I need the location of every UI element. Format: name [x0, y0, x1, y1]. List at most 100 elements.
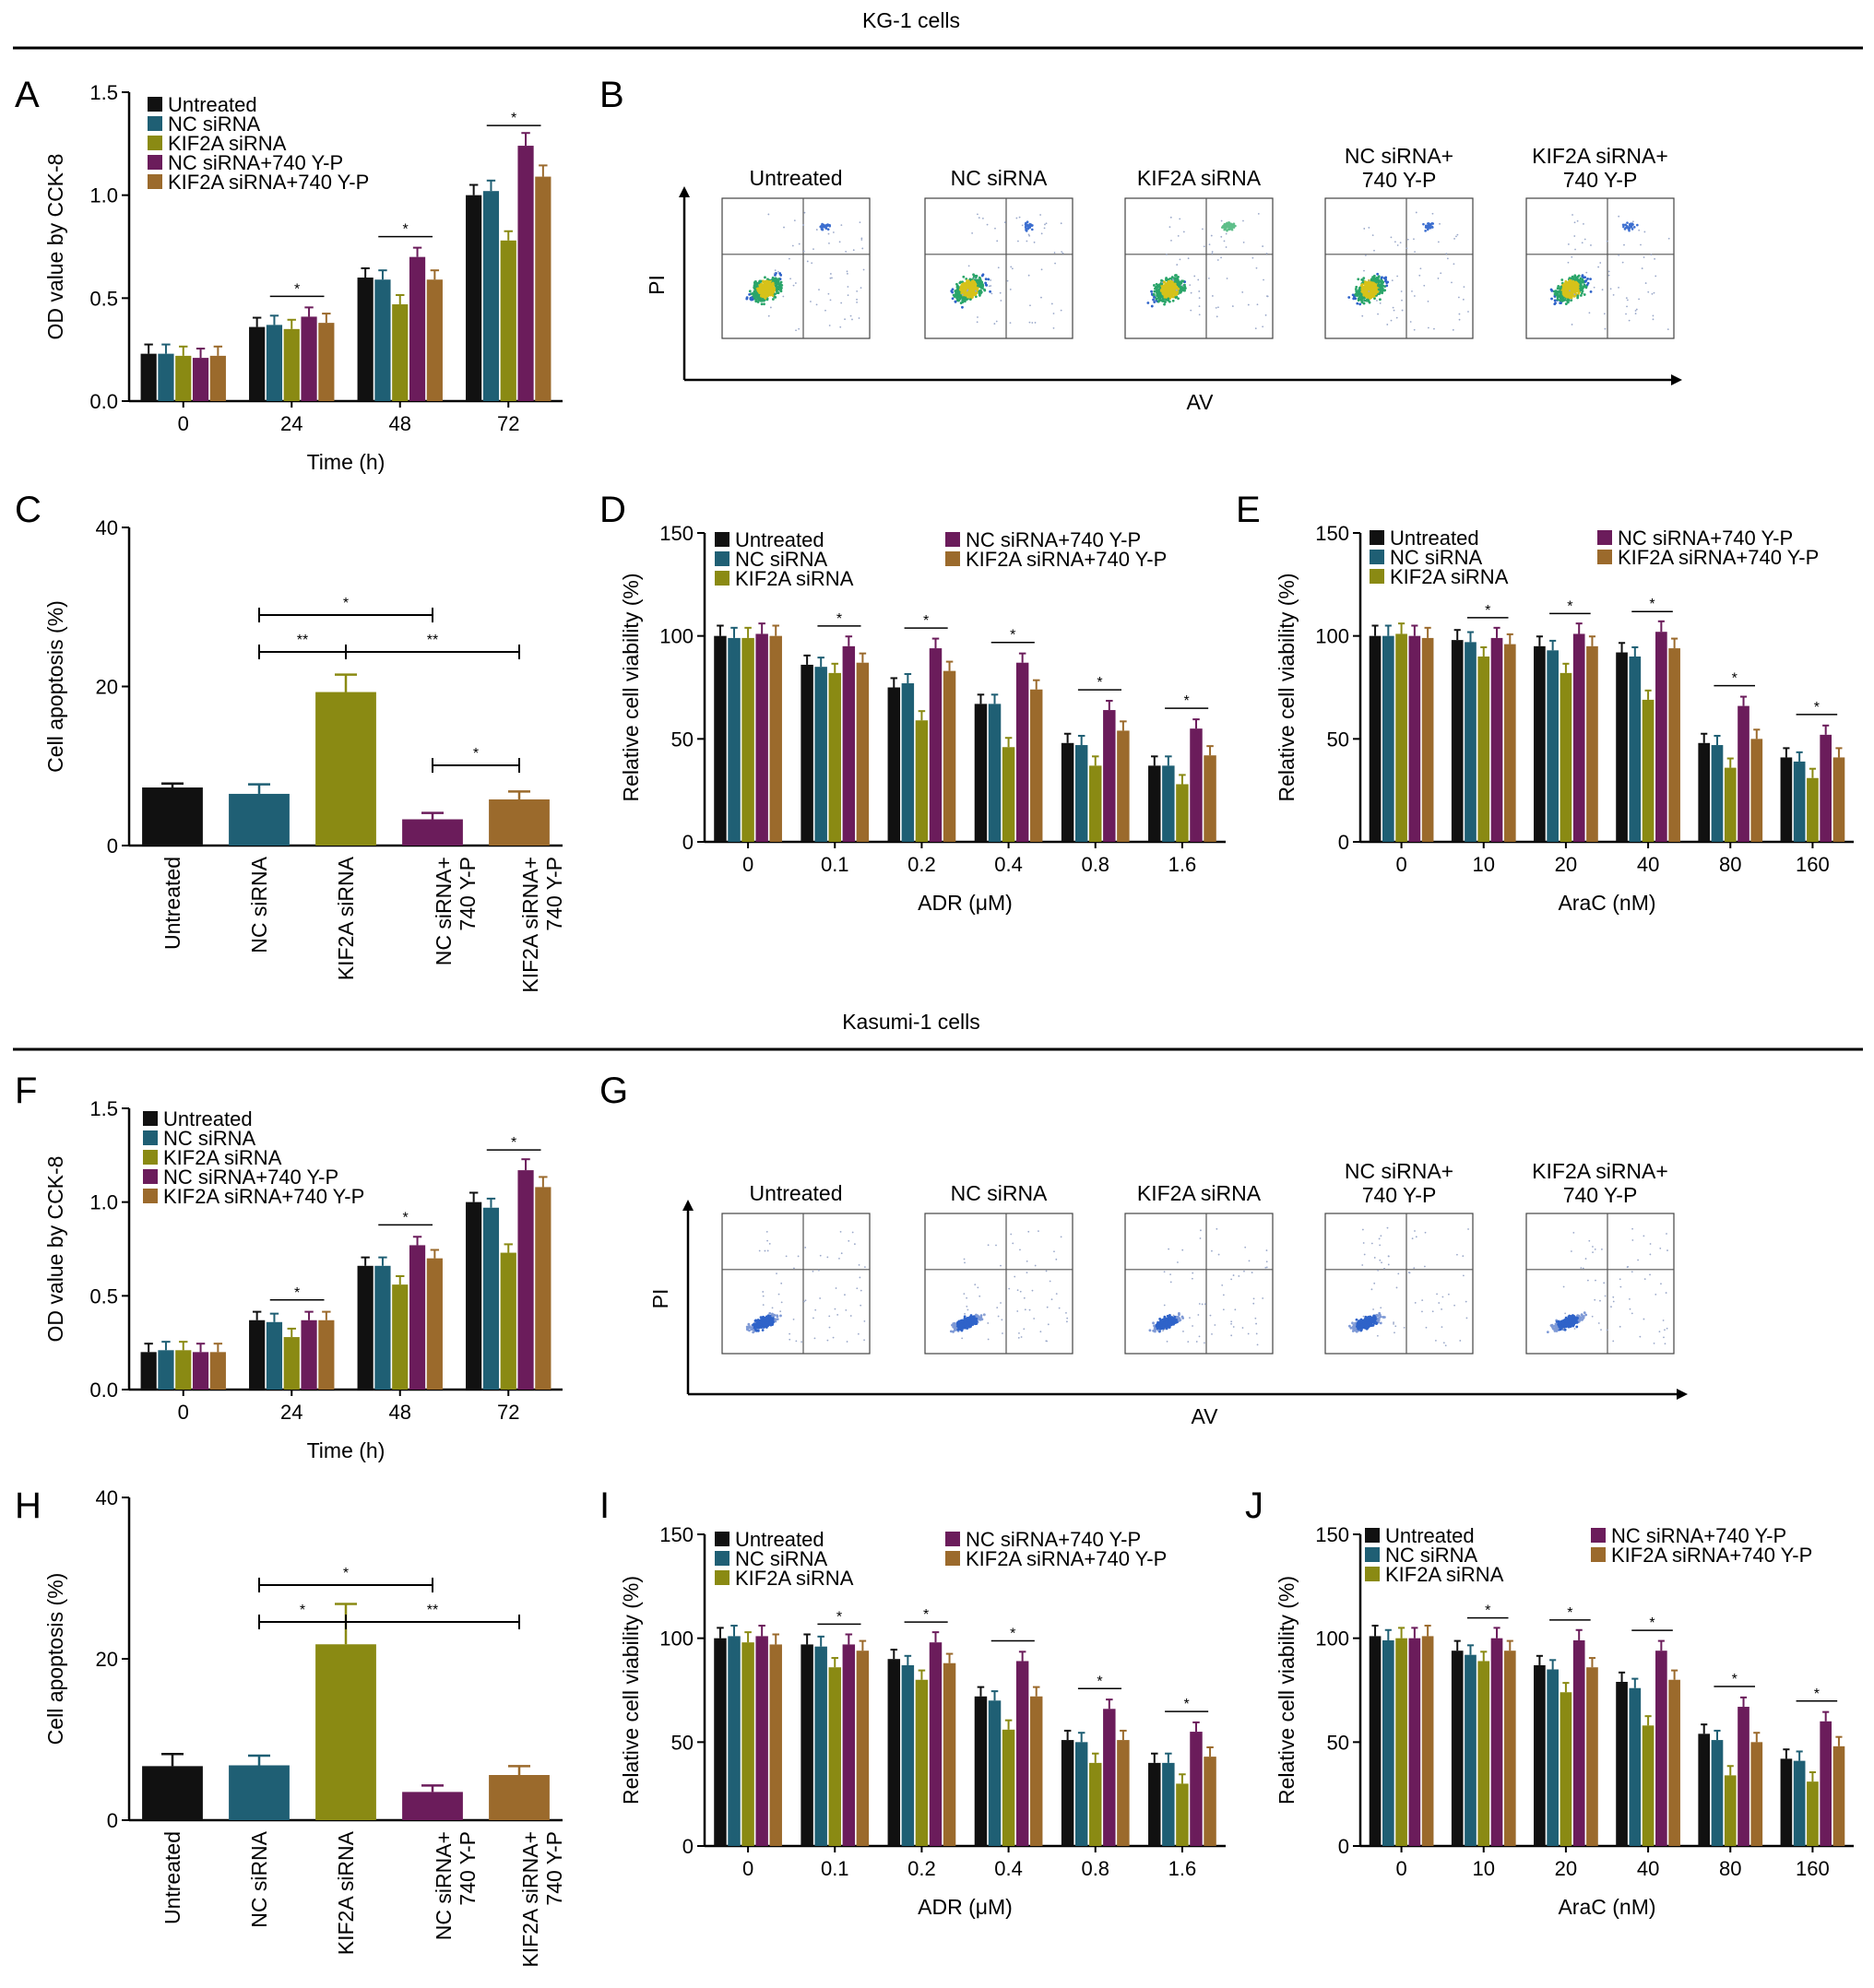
y-tick-label: 50 [1327, 1731, 1349, 1754]
x-tick-label: 0.2 [907, 1857, 936, 1880]
legend-swatch [1370, 550, 1384, 564]
bar [1190, 1732, 1203, 1846]
legend-swatch [945, 551, 960, 566]
bar [1465, 642, 1477, 842]
bar [1534, 1664, 1546, 1846]
bar [1698, 742, 1711, 842]
bar [482, 191, 500, 401]
bar [1738, 705, 1749, 842]
bar [1074, 1742, 1088, 1846]
legend-label: NC siRNA+740 Y-P [1611, 1524, 1786, 1547]
bar [1061, 1740, 1074, 1846]
significance-star: * [403, 222, 409, 238]
flow-plot-frame [1124, 197, 1274, 339]
flow-plot: NC siRNA+ 740 Y-P [1324, 1159, 1474, 1355]
bar [943, 670, 956, 842]
bar [714, 635, 727, 842]
panel-letter-f: F [15, 1071, 37, 1111]
x-axis-label: Time (h) [307, 450, 385, 474]
y-tick-label: 1.0 [89, 1191, 118, 1214]
y-tick-label: 1.5 [89, 81, 118, 104]
significance-star: * [836, 611, 842, 627]
y-tick-label: 40 [96, 1486, 118, 1509]
bar [283, 328, 300, 401]
bar [1503, 1651, 1516, 1846]
bar [175, 355, 192, 401]
x-tick-label: 0.4 [994, 853, 1023, 876]
y-tick-label: 1.0 [89, 184, 118, 207]
legend-label: NC siRNA [1390, 546, 1483, 569]
section-title-kasumi: Kasumi-1 cells [842, 1010, 980, 1034]
bar [1176, 1783, 1189, 1846]
bar [1586, 1667, 1598, 1846]
bar [140, 1352, 157, 1390]
flow-panel-b: PI AV Untreated NC siRNA KIF2A siRNA NC siRNA… [645, 144, 1682, 414]
x-tick-label: 20 [1555, 1857, 1577, 1880]
bar [1061, 742, 1074, 842]
flow-events [949, 1230, 1069, 1343]
bar [1793, 761, 1806, 842]
significance-star: * [1184, 1697, 1190, 1712]
y-tick-label: 50 [1327, 728, 1349, 751]
bar [482, 1207, 500, 1390]
x-tick-label: 24 [280, 1401, 302, 1424]
significance-star: ** [297, 633, 308, 648]
significance-star: * [473, 746, 479, 762]
bar [741, 1642, 754, 1846]
legend-label: KIF2A siRNA+740 Y-P [168, 171, 369, 194]
bar [229, 793, 290, 846]
flow-plot-title: KIF2A siRNA+ 740 Y-P [1532, 144, 1668, 192]
x-tick-label: 0.8 [1081, 1857, 1109, 1880]
y-axis-label: Cell apoptosis (%) [43, 1573, 67, 1745]
flow-plot: NC siRNA [924, 1181, 1073, 1355]
legend-swatch [143, 1189, 158, 1203]
y-tick-label: 20 [96, 676, 118, 699]
x-tick-label: Untreated [160, 1831, 184, 1924]
flow-events [745, 211, 865, 332]
legend-swatch [143, 1150, 158, 1165]
bar [801, 664, 813, 842]
x-tick-label: 0.1 [821, 1857, 849, 1880]
bar [1395, 633, 1407, 842]
arrow-up-icon [679, 186, 690, 197]
x-tick-label: 10 [1473, 853, 1495, 876]
bar [1176, 784, 1189, 842]
x-tick-label: NC siRNA [247, 1830, 271, 1927]
bar [1547, 1669, 1559, 1846]
panel-letter-c: C [15, 490, 42, 530]
bar [728, 1636, 741, 1846]
chart-c: 0 20 40 Cell apoptosis (%) Untreated NC siRNA… [43, 516, 566, 993]
bar [1711, 1740, 1724, 1846]
bar [158, 1350, 174, 1390]
panel-letter-d: D [599, 490, 626, 530]
bar [142, 1766, 203, 1820]
bar [392, 304, 409, 401]
flow-y-label: PI [648, 1289, 672, 1309]
legend-label: NC siRNA [1385, 1544, 1478, 1567]
flow-plot: KIF2A siRNA [1124, 1181, 1274, 1355]
arrow-right-icon [1677, 1389, 1688, 1400]
bar [1382, 1639, 1394, 1846]
bar [209, 1352, 226, 1390]
x-tick-label: 160 [1796, 853, 1830, 876]
y-tick-label: 0 [1338, 831, 1349, 854]
chart-d: 0 50 100 150 Relative cell viability (%) 0 0.1… [619, 522, 1226, 915]
x-tick-label: KIF2A siRNA [334, 856, 358, 980]
bar [1490, 1638, 1503, 1846]
legend-label: Untreated [735, 1528, 824, 1551]
legend-label: KIF2A siRNA+740 Y-P [966, 548, 1167, 571]
legend-swatch [148, 136, 162, 150]
bar [1382, 635, 1394, 842]
bar [1117, 730, 1130, 842]
bar [426, 1258, 443, 1390]
bar [1586, 645, 1598, 842]
bar [1793, 1760, 1806, 1846]
bar [535, 1187, 552, 1390]
x-tick-label: 1.6 [1168, 853, 1197, 876]
y-tick-label: 100 [1315, 1627, 1349, 1651]
significance-star: * [1649, 1615, 1655, 1631]
y-tick-label: 0.0 [89, 390, 118, 413]
bar [192, 358, 209, 401]
legend-label: NC siRNA+740 Y-P [1618, 527, 1793, 550]
